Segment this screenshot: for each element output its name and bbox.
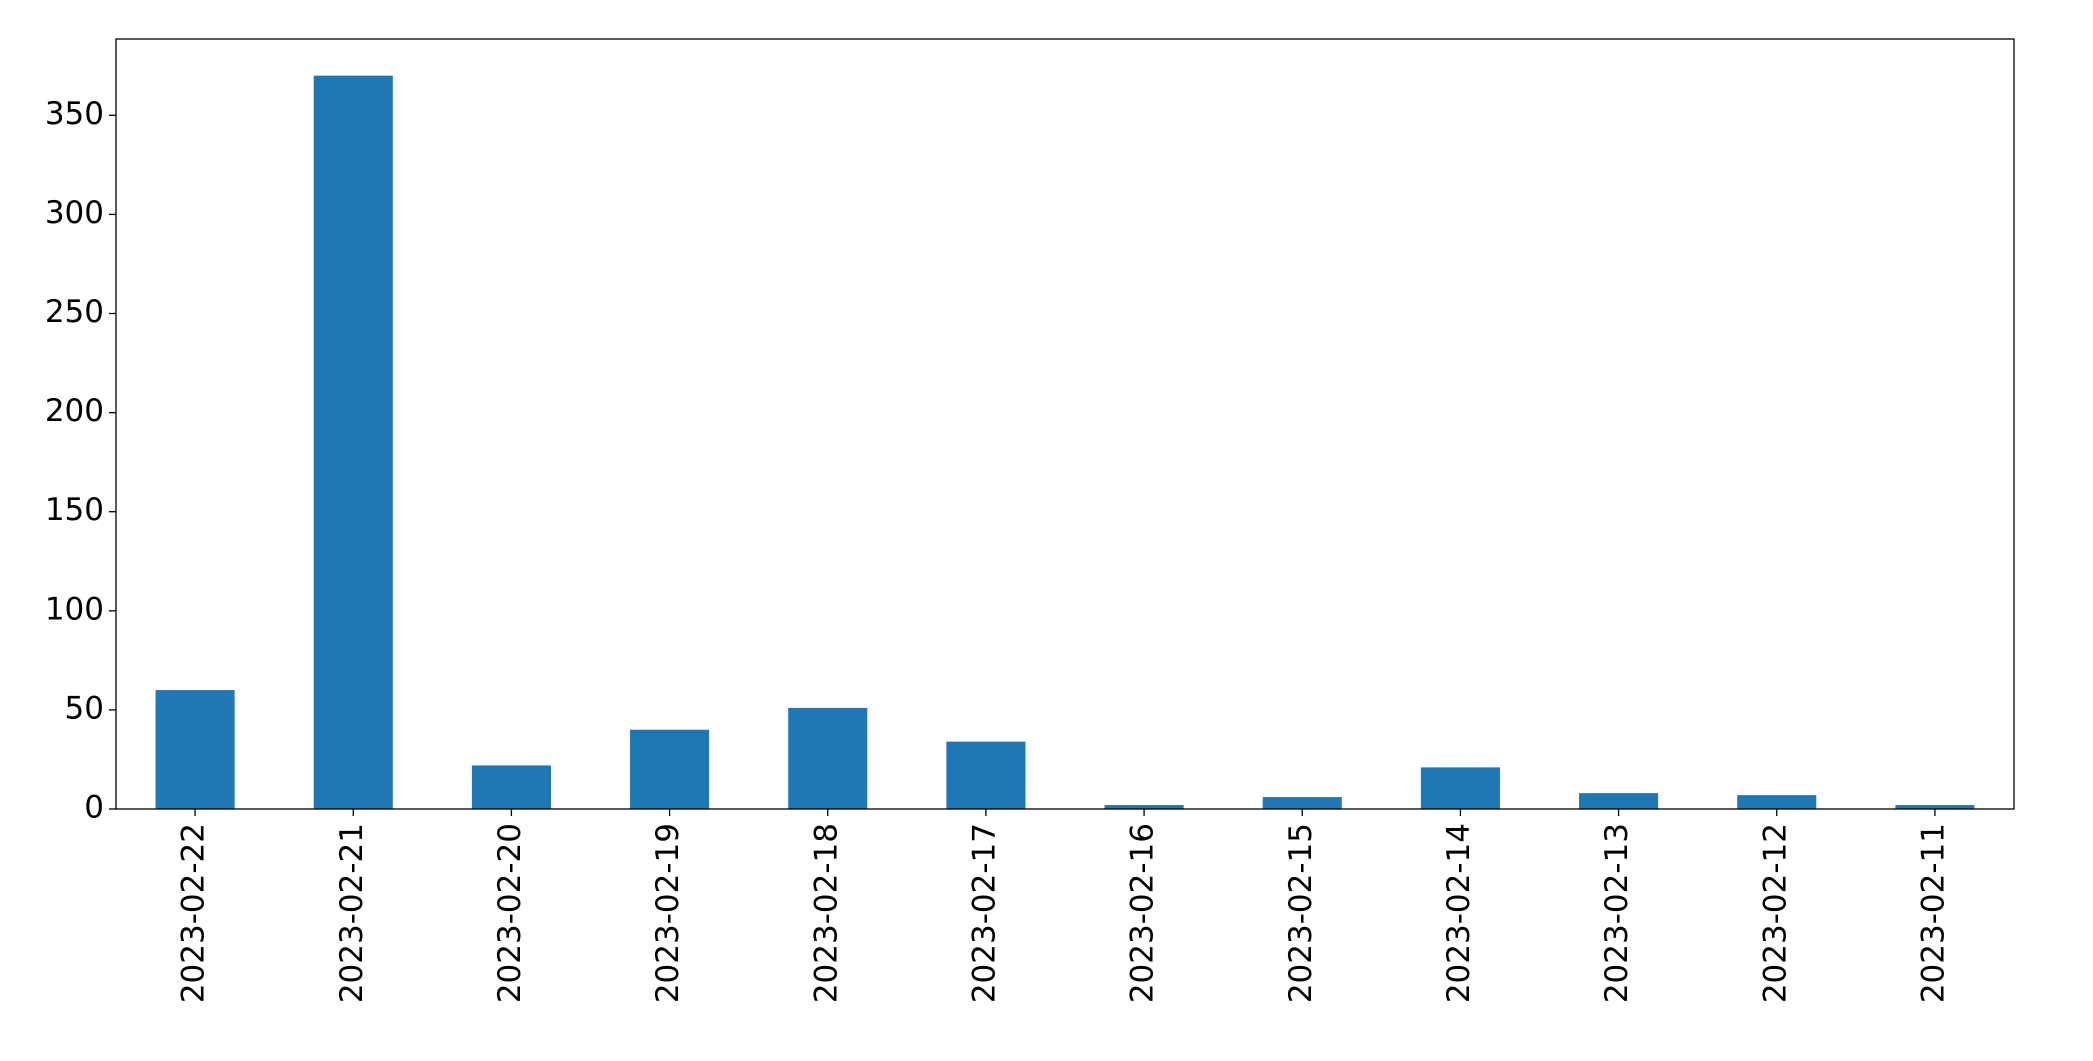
x-tick-label: 2023-02-15 xyxy=(1283,823,1319,1003)
bar xyxy=(313,75,393,809)
y-tick-label: 250 xyxy=(45,294,104,330)
bar xyxy=(1737,795,1817,809)
bar xyxy=(788,707,868,809)
bar xyxy=(1895,805,1975,809)
x-tick-label: 2023-02-16 xyxy=(1125,823,1161,1003)
bar xyxy=(946,741,1026,809)
x-tick-label: 2023-02-12 xyxy=(1757,823,1793,1003)
y-tick-label: 150 xyxy=(45,492,104,528)
x-tick-label: 2023-02-13 xyxy=(1599,823,1635,1003)
y-tick-label: 300 xyxy=(45,195,104,231)
x-tick-label: 2023-02-14 xyxy=(1441,823,1477,1003)
bar xyxy=(155,690,235,809)
x-tick-label: 2023-02-21 xyxy=(334,823,370,1003)
y-tick-label: 200 xyxy=(45,393,104,429)
y-tick-label: 50 xyxy=(65,690,104,726)
bar xyxy=(1579,793,1659,809)
x-tick-label: 2023-02-11 xyxy=(1915,823,1951,1003)
y-tick-label: 0 xyxy=(84,790,104,826)
x-tick-label: 2023-02-18 xyxy=(808,823,844,1003)
bar xyxy=(471,765,551,809)
y-tick-label: 350 xyxy=(45,96,104,132)
x-tick-label: 2023-02-22 xyxy=(176,823,212,1003)
bar xyxy=(1420,767,1500,809)
bar xyxy=(1104,805,1184,809)
bar xyxy=(1262,797,1342,809)
x-tick-label: 2023-02-19 xyxy=(650,823,686,1003)
x-tick-label: 2023-02-17 xyxy=(966,823,1002,1003)
bar xyxy=(630,729,710,809)
y-tick-label: 100 xyxy=(45,591,104,627)
x-tick-label: 2023-02-20 xyxy=(492,823,528,1003)
plot-frame xyxy=(115,38,2015,810)
